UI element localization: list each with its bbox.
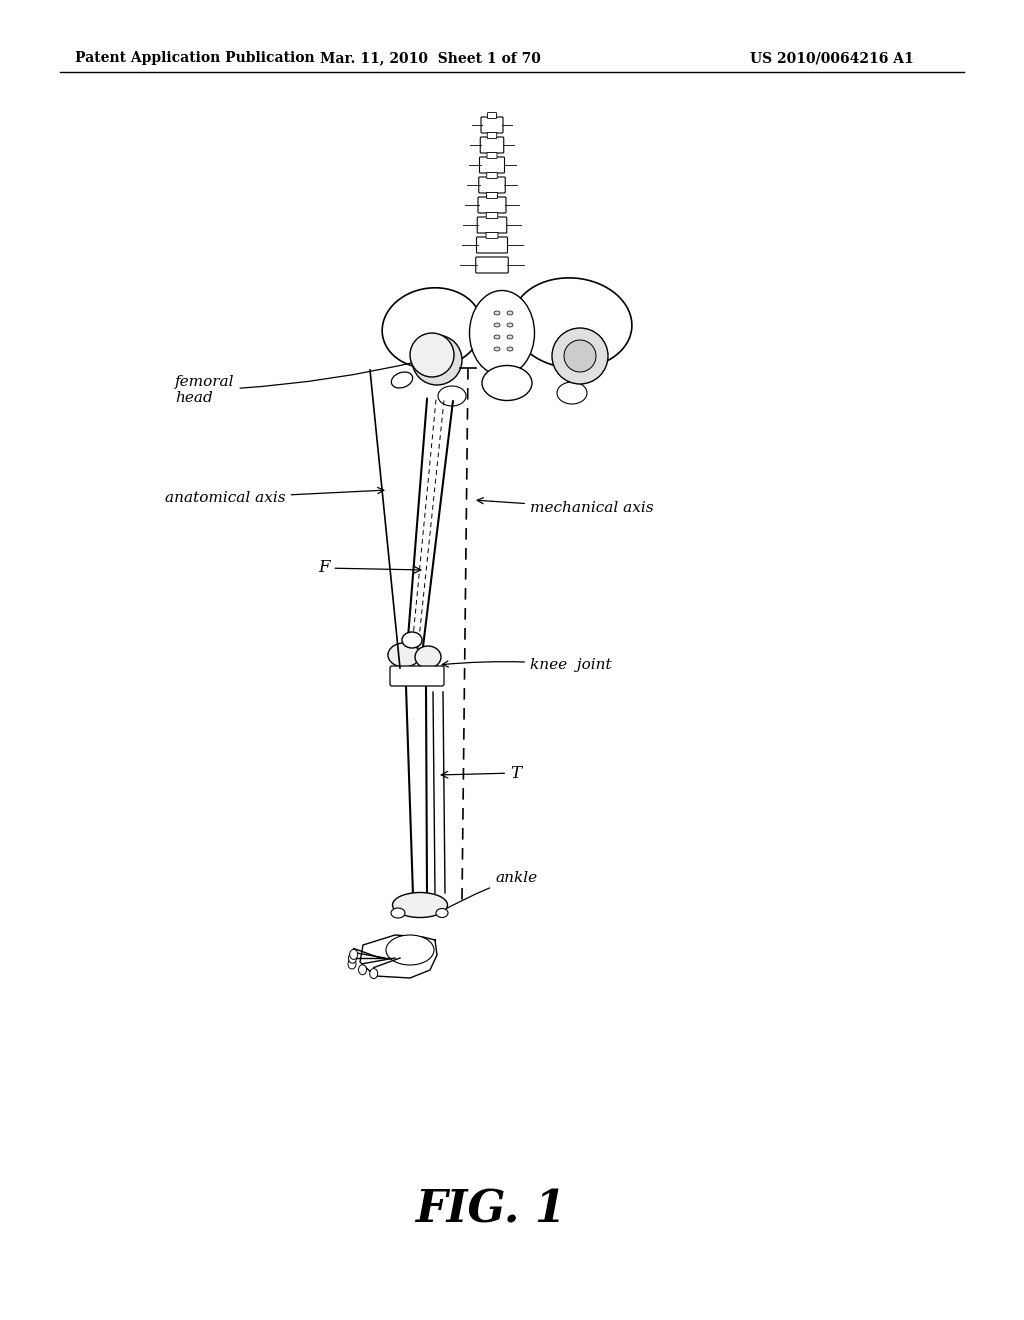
Text: F: F bbox=[318, 560, 421, 577]
FancyBboxPatch shape bbox=[480, 137, 504, 153]
Circle shape bbox=[412, 335, 462, 385]
Ellipse shape bbox=[507, 323, 513, 327]
Ellipse shape bbox=[494, 347, 500, 351]
Ellipse shape bbox=[402, 632, 422, 648]
Text: anatomical axis: anatomical axis bbox=[165, 487, 384, 506]
FancyBboxPatch shape bbox=[487, 112, 497, 119]
Ellipse shape bbox=[415, 645, 441, 668]
FancyBboxPatch shape bbox=[479, 177, 505, 193]
Ellipse shape bbox=[512, 279, 632, 368]
Ellipse shape bbox=[436, 908, 449, 917]
Ellipse shape bbox=[349, 949, 357, 960]
FancyBboxPatch shape bbox=[476, 257, 508, 273]
Ellipse shape bbox=[469, 290, 535, 375]
FancyBboxPatch shape bbox=[486, 213, 498, 219]
Text: US 2010/0064216 A1: US 2010/0064216 A1 bbox=[750, 51, 913, 65]
FancyBboxPatch shape bbox=[478, 197, 506, 213]
Text: T: T bbox=[441, 764, 521, 781]
FancyBboxPatch shape bbox=[476, 238, 508, 253]
Text: Patent Application Publication: Patent Application Publication bbox=[75, 51, 314, 65]
Ellipse shape bbox=[557, 381, 587, 404]
Ellipse shape bbox=[392, 892, 447, 917]
FancyBboxPatch shape bbox=[479, 157, 505, 173]
FancyBboxPatch shape bbox=[486, 173, 498, 178]
Ellipse shape bbox=[494, 323, 500, 327]
Text: Mar. 11, 2010  Sheet 1 of 70: Mar. 11, 2010 Sheet 1 of 70 bbox=[319, 51, 541, 65]
Ellipse shape bbox=[494, 312, 500, 315]
Ellipse shape bbox=[507, 347, 513, 351]
Circle shape bbox=[410, 333, 454, 378]
Ellipse shape bbox=[482, 366, 532, 400]
Ellipse shape bbox=[391, 372, 413, 388]
Ellipse shape bbox=[494, 335, 500, 339]
Circle shape bbox=[564, 341, 596, 372]
FancyBboxPatch shape bbox=[486, 232, 498, 239]
FancyBboxPatch shape bbox=[486, 193, 498, 198]
FancyBboxPatch shape bbox=[477, 216, 507, 234]
Text: knee  joint: knee joint bbox=[442, 657, 611, 672]
FancyBboxPatch shape bbox=[487, 132, 497, 139]
Ellipse shape bbox=[507, 335, 513, 339]
Ellipse shape bbox=[348, 960, 356, 969]
Ellipse shape bbox=[391, 908, 406, 917]
Text: ankle: ankle bbox=[438, 871, 538, 913]
Ellipse shape bbox=[507, 312, 513, 315]
Text: mechanical axis: mechanical axis bbox=[477, 498, 653, 515]
Text: FIG. 1: FIG. 1 bbox=[415, 1188, 565, 1232]
FancyBboxPatch shape bbox=[481, 117, 503, 133]
Circle shape bbox=[552, 327, 608, 384]
Ellipse shape bbox=[358, 965, 367, 974]
FancyBboxPatch shape bbox=[487, 153, 497, 158]
Ellipse shape bbox=[386, 935, 434, 965]
Ellipse shape bbox=[388, 643, 420, 667]
Text: femoral
head: femoral head bbox=[175, 359, 420, 405]
Ellipse shape bbox=[348, 953, 356, 964]
Ellipse shape bbox=[438, 385, 466, 407]
FancyBboxPatch shape bbox=[390, 667, 444, 686]
Ellipse shape bbox=[382, 288, 482, 368]
Circle shape bbox=[423, 346, 451, 374]
Ellipse shape bbox=[370, 969, 378, 978]
